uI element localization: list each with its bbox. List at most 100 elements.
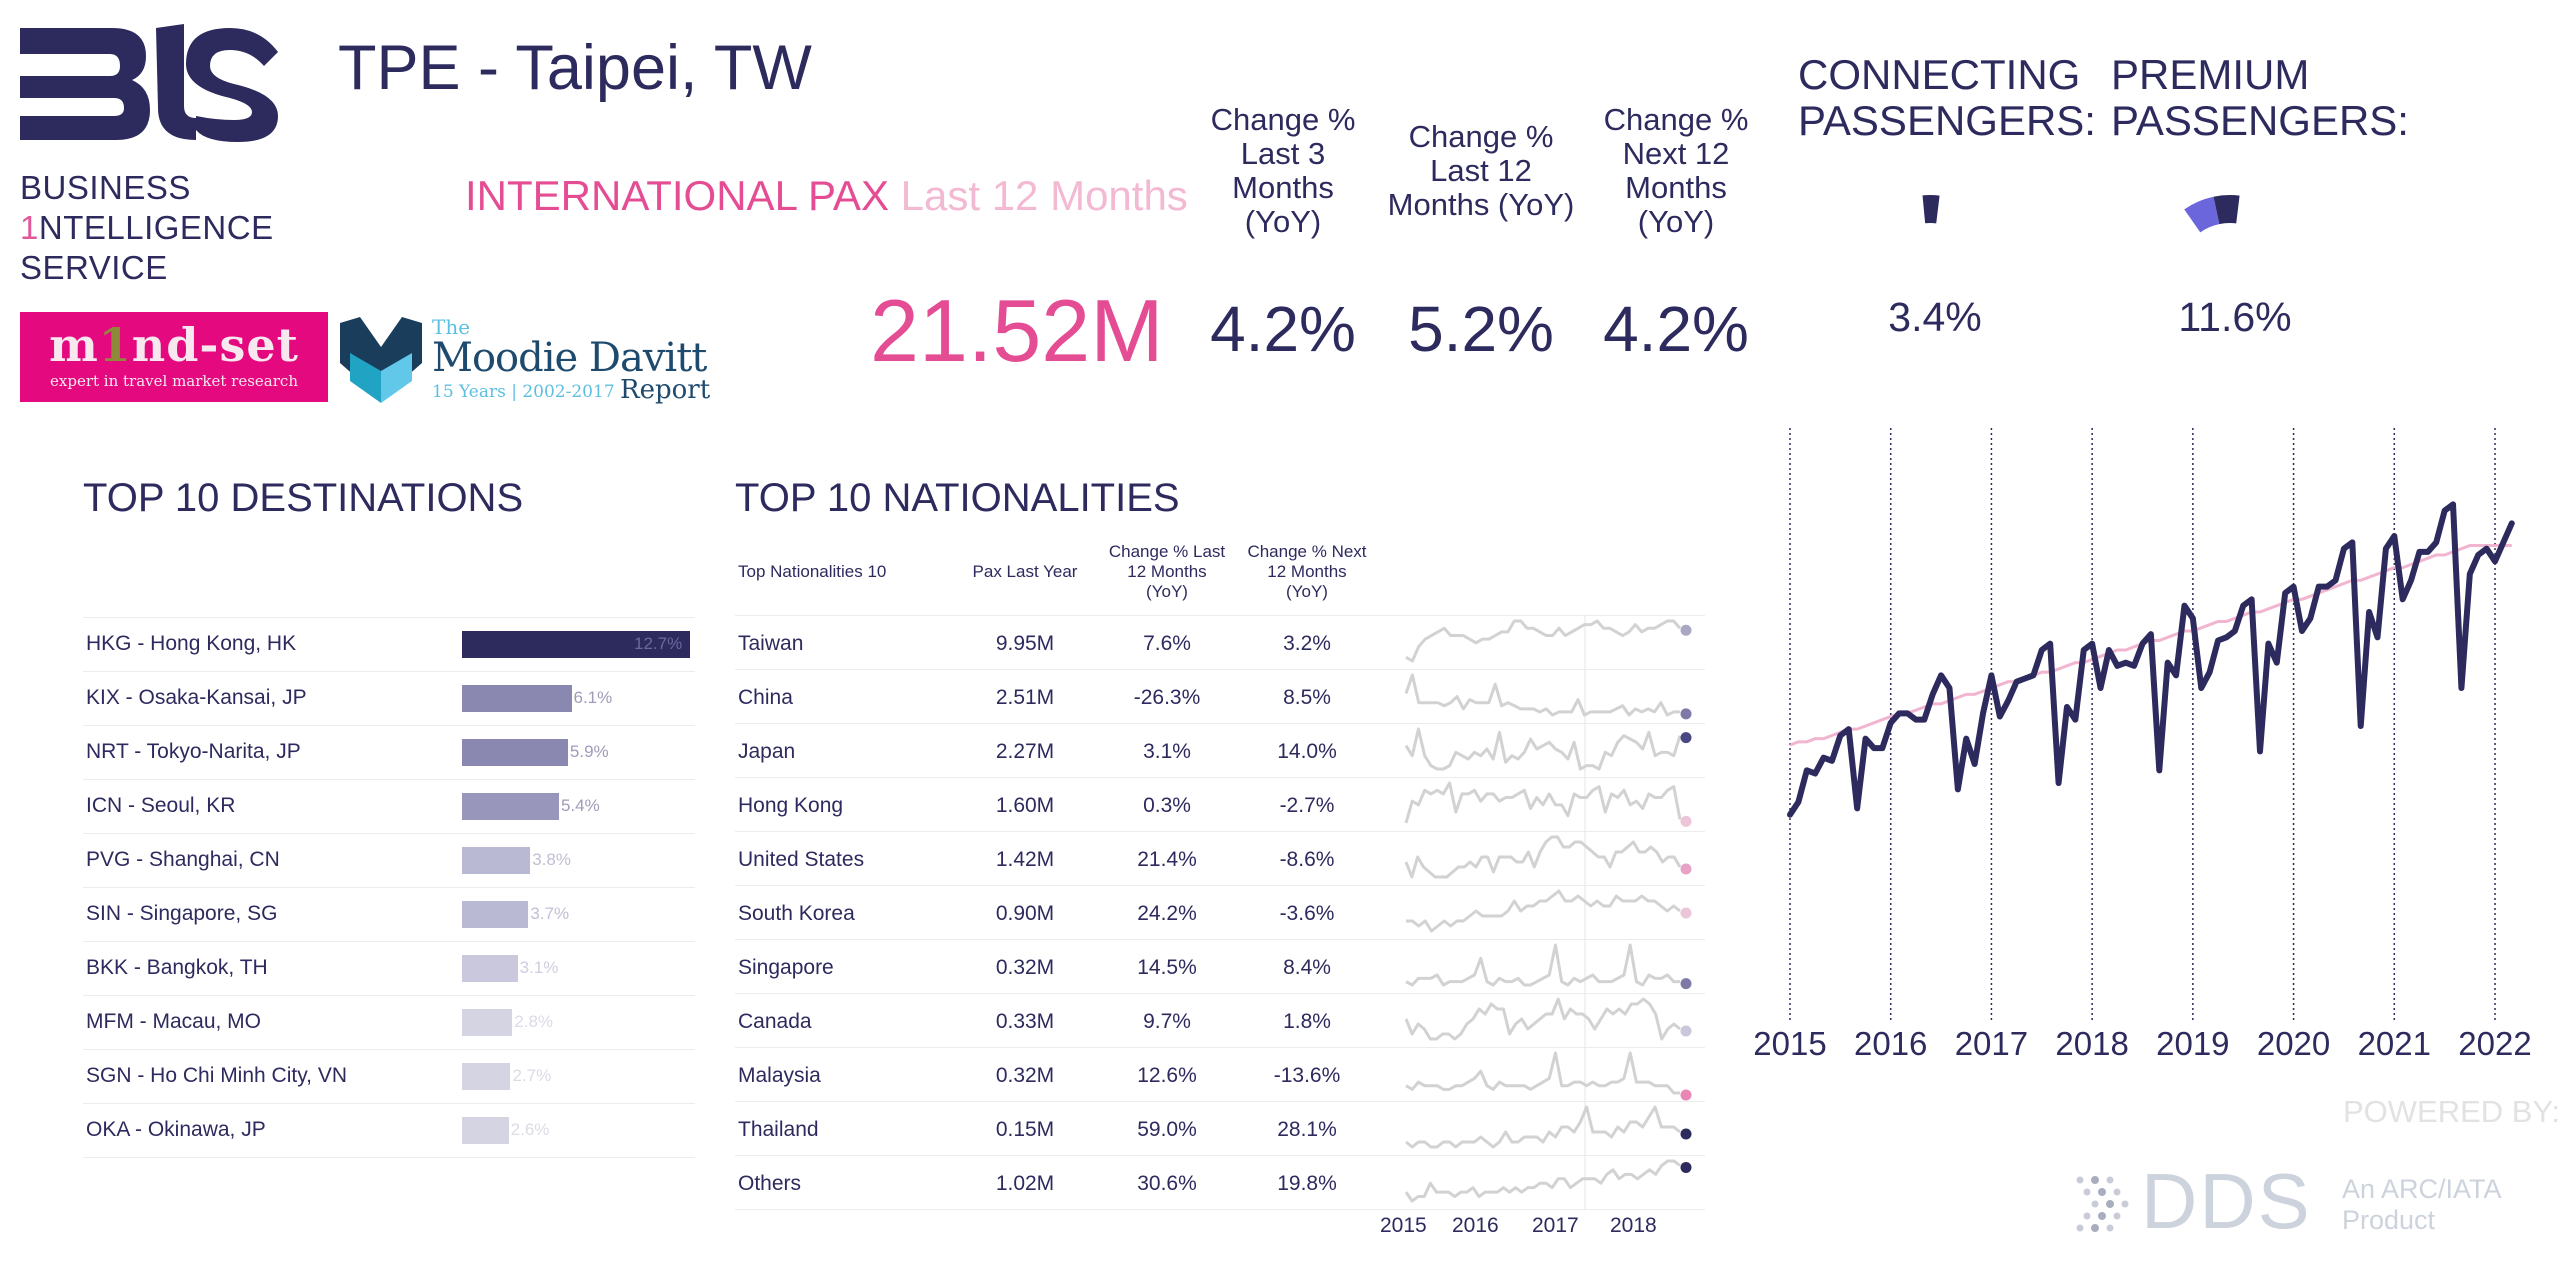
- sparkline-china: [1404, 673, 1680, 717]
- destination-label: SGN - Ho Chi Minh City, VN: [86, 1064, 347, 1087]
- table-row[interactable]: Hong Kong 1.60M 0.3% -2.7%: [735, 777, 1705, 831]
- nationality-name: China: [738, 686, 793, 709]
- sparkline-others: [1404, 1159, 1681, 1203]
- column-header-change-next-12[interactable]: Change % Next 12 Months (YoY): [1247, 542, 1367, 601]
- sparkline-end-marker: [1680, 624, 1692, 636]
- kpi-header-line: Change %: [1603, 102, 1749, 137]
- destination-row[interactable]: HKG - Hong Kong, HK 12.7%: [83, 617, 695, 671]
- kpi-value-next-12-months: 4.2%: [1603, 293, 1749, 365]
- connecting-passengers-label: CONNECTING PASSENGERS:: [1798, 52, 2096, 144]
- moodie-years: 15 Years | 2002-2017: [432, 382, 615, 402]
- table-row[interactable]: Canada 0.33M 9.7% 1.8%: [735, 993, 1705, 1047]
- sparkline-end-marker: [1680, 1128, 1692, 1140]
- table-row[interactable]: Japan 2.27M 3.1% 14.0%: [735, 723, 1705, 777]
- nationality-name: Taiwan: [738, 632, 804, 655]
- change-next-12: 1.8%: [1283, 1010, 1331, 1033]
- destination-label: PVG - Shanghai, CN: [86, 848, 280, 871]
- nationalities-title: TOP 10 NATIONALITIES: [735, 476, 1180, 520]
- change-last-12: 59.0%: [1137, 1118, 1197, 1141]
- sparkline-end-marker: [1680, 1161, 1692, 1173]
- brand-line-2: 1NTELLIGENCE: [20, 208, 274, 248]
- destination-row[interactable]: KIX - Osaka-Kansai, JP 6.1%: [83, 671, 695, 725]
- destination-label: SIN - Singapore, SG: [86, 902, 278, 925]
- x-axis-year-label: 2021: [2357, 1025, 2431, 1062]
- page-title: TPE - Taipei, TW: [338, 33, 812, 103]
- sparkline-hong-kong: [1404, 781, 1682, 824]
- brand-name: BUSINESS 1NTELLIGENCE SERVICE: [20, 168, 274, 288]
- kpi-value-last-3-months: 4.2%: [1210, 293, 1356, 365]
- destination-row[interactable]: NRT - Tokyo-Narita, JP 5.9%: [83, 725, 695, 779]
- destination-pct-label: 12.7%: [634, 634, 683, 653]
- nationality-sparklines: [1404, 615, 1692, 1209]
- change-next-12: -3.6%: [1279, 902, 1335, 925]
- international-pax-total: 21.52M: [870, 281, 1164, 380]
- change-last-12: 21.4%: [1137, 848, 1197, 871]
- table-row[interactable]: Taiwan 9.95M 7.6% 3.2%: [735, 615, 1705, 669]
- x-axis-year-label: 2016: [1853, 1025, 1928, 1062]
- pax-last-year: 0.33M: [995, 1010, 1055, 1033]
- destination-row[interactable]: SGN - Ho Chi Minh City, VN 2.7%: [83, 1049, 695, 1103]
- column-header-change-last-12[interactable]: Change % Last 12 Months (YoY): [1108, 542, 1226, 601]
- destination-row[interactable]: PVG - Shanghai, CN 3.8%: [83, 833, 695, 887]
- destination-row[interactable]: BKK - Bangkok, TH 3.1%: [83, 941, 695, 995]
- moodie-name: Moodie Davitt: [432, 335, 707, 381]
- sparkline-year-label: 2018: [1610, 1214, 1657, 1237]
- mindset-tagline: expert in travel market research: [50, 372, 298, 390]
- destination-row[interactable]: MFM - Macau, MO 2.8%: [83, 995, 695, 1049]
- column-header-nationality[interactable]: Top Nationalities 10: [738, 562, 887, 581]
- destination-bar: [462, 1117, 509, 1144]
- sparkline-end-marker: [1680, 1089, 1692, 1101]
- destination-pct-label: 5.4%: [560, 796, 600, 815]
- table-row[interactable]: Thailand 0.15M 59.0% 28.1%: [735, 1101, 1705, 1155]
- destination-bar: [462, 955, 518, 982]
- brand-line-1: BUSINESS: [20, 169, 191, 206]
- table-row[interactable]: Malaysia 0.32M 12.6% -13.6%: [735, 1047, 1705, 1101]
- sparkline-end-marker: [1680, 1025, 1692, 1037]
- sparkline-end-marker: [1680, 732, 1692, 744]
- moodie-davitt-logo: The Moodie Davitt 15 Years | 2002-2017 R…: [340, 315, 710, 407]
- destination-pct-label: 2.7%: [512, 1066, 552, 1085]
- pax-last-year: 0.15M: [995, 1118, 1055, 1141]
- kpi-header-line: Next 12: [1622, 136, 1730, 171]
- change-last-12: 3.1%: [1143, 740, 1191, 763]
- destination-pct-label: 6.1%: [573, 688, 613, 707]
- pax-last-year: 0.90M: [995, 902, 1055, 925]
- sparkline-end-marker: [1680, 815, 1692, 827]
- pax-last-year: 0.32M: [995, 956, 1055, 979]
- table-row[interactable]: South Korea 0.90M 24.2% -3.6%: [735, 885, 1705, 939]
- change-last-12: 9.7%: [1143, 1010, 1191, 1033]
- table-body: Taiwan 9.95M 7.6% 3.2% China 2.51M -26.3% 8.5%…: [735, 615, 1705, 1210]
- change-next-12: 19.8%: [1277, 1172, 1337, 1195]
- destination-row[interactable]: OKA - Okinawa, JP 2.6%: [83, 1103, 695, 1158]
- mindset-wordmark: m1nd-set: [49, 318, 299, 372]
- kpi-header-line: (YoY): [1637, 204, 1715, 239]
- destination-bar: [462, 847, 531, 874]
- destination-label: OKA - Okinawa, JP: [86, 1118, 266, 1141]
- column-header-pax[interactable]: Pax Last Year: [972, 562, 1078, 581]
- kpi-header-line: Change %: [1210, 102, 1356, 137]
- dds-tagline: An ARC/IATA Product: [2342, 1174, 2502, 1235]
- moodie-the: The: [432, 315, 471, 339]
- table-row[interactable]: China 2.51M -26.3% 8.5%: [735, 669, 1705, 723]
- destination-label: BKK - Bangkok, TH: [86, 956, 268, 979]
- dds-logo: DDS An ARC/IATA Product: [2076, 1157, 2516, 1245]
- destination-pct-label: 3.7%: [530, 904, 570, 923]
- destination-bar: [462, 793, 559, 820]
- pax-last-year: 2.51M: [995, 686, 1055, 709]
- premium-passengers-label: PREMIUM PASSENGERS:: [2111, 52, 2409, 144]
- destination-row[interactable]: SIN - Singapore, SG 3.7%: [83, 887, 695, 941]
- destination-bar: [462, 1009, 513, 1036]
- table-row[interactable]: Others 1.02M 30.6% 19.8%: [735, 1155, 1705, 1210]
- destination-row[interactable]: ICN - Seoul, KR 5.4%: [83, 779, 695, 833]
- destination-bar: [462, 631, 690, 658]
- sparkline-malaysia: [1405, 1051, 1680, 1095]
- table-row[interactable]: Singapore 0.32M 14.5% 8.4%: [735, 939, 1705, 993]
- international-pax-label-period: Last 12 Months: [900, 172, 1188, 219]
- kpi-header-last-3-months: Change % Last 3 Months (YoY): [1183, 103, 1383, 239]
- table-row[interactable]: United States 1.42M 21.4% -8.6%: [735, 831, 1705, 885]
- brand-one-glyph: 1: [20, 209, 39, 246]
- powered-by-label: POWERED BY:: [2343, 1094, 2560, 1129]
- pax-trend-chart: [1787, 428, 2515, 1020]
- destination-label: MFM - Macau, MO: [86, 1010, 262, 1033]
- sparkline-taiwan: [1405, 619, 1682, 663]
